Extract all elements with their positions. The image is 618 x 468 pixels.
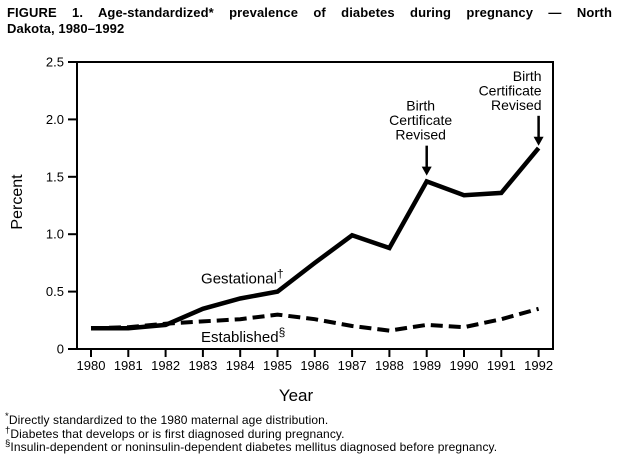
annotation-arrowhead [533, 136, 544, 146]
footnote-symbol: * [5, 411, 9, 422]
x-tick-label: 1987 [338, 358, 367, 373]
figure-title-line1: FIGURE 1. Age-standardized* prevalence o… [7, 5, 612, 20]
x-tick-label: 1984 [226, 358, 255, 373]
prevalence-line-chart: 0 0.5 1.0 1.5 2.0 2.5 1980 1981 1982 1983 1984 1985… [9, 55, 554, 405]
annotation-arrowhead [421, 166, 432, 176]
x-tick-label: 1985 [263, 358, 292, 373]
annotation-text-line: Certificate [389, 112, 452, 128]
established-label: Established§ [201, 325, 285, 346]
y-tick-label: 2.0 [46, 112, 64, 127]
x-tick-label: 1986 [300, 358, 329, 373]
gestational-label: Gestational† [201, 267, 284, 288]
footnote-symbol: § [5, 438, 11, 449]
x-tick-label: 1991 [487, 358, 516, 373]
gestational-line [91, 146, 541, 331]
footnote-3: §Insulin-dependent or noninsulin-depende… [5, 438, 498, 454]
x-tick-label: 1982 [151, 358, 180, 373]
figure-title: FIGURE 1. Age-standardized* prevalence o… [7, 5, 612, 37]
x-tick-label: 1989 [412, 358, 441, 373]
y-tick-label: 0.5 [46, 284, 64, 299]
annotation-text-line: Revised [491, 97, 542, 113]
y-tick-label: 1.0 [46, 227, 64, 242]
annotation-text-line: Certificate [479, 82, 542, 98]
annotation-text-line: Birth [406, 98, 435, 114]
figure-title-line2: Dakota, 1980–1992 [7, 21, 125, 36]
y-axis-title: Percent [9, 174, 26, 230]
x-axis-title: Year [279, 386, 314, 405]
plot-border [76, 61, 554, 350]
footnotes: *Directly standardized to the 1980 mater… [5, 411, 615, 455]
x-tick-label: 1992 [524, 358, 553, 373]
footnote-2: †Diabetes that develops or is first diag… [5, 424, 345, 441]
y-tick-label: 2.5 [46, 55, 64, 70]
annotation-text-line: Birth [513, 68, 542, 84]
x-tick-label: 1983 [188, 358, 217, 373]
x-tick-label: 1988 [375, 358, 404, 373]
x-tick-label: 1980 [77, 358, 106, 373]
y-tick-label: 0 [57, 342, 64, 357]
y-tick-label: 1.5 [46, 169, 64, 184]
annotation-text-line: Revised [395, 127, 446, 143]
footnote-1: *Directly standardized to the 1980 mater… [5, 411, 329, 427]
footnote-symbol: † [5, 424, 11, 436]
x-tick-label: 1981 [114, 358, 143, 373]
x-tick-label: 1990 [450, 358, 479, 373]
